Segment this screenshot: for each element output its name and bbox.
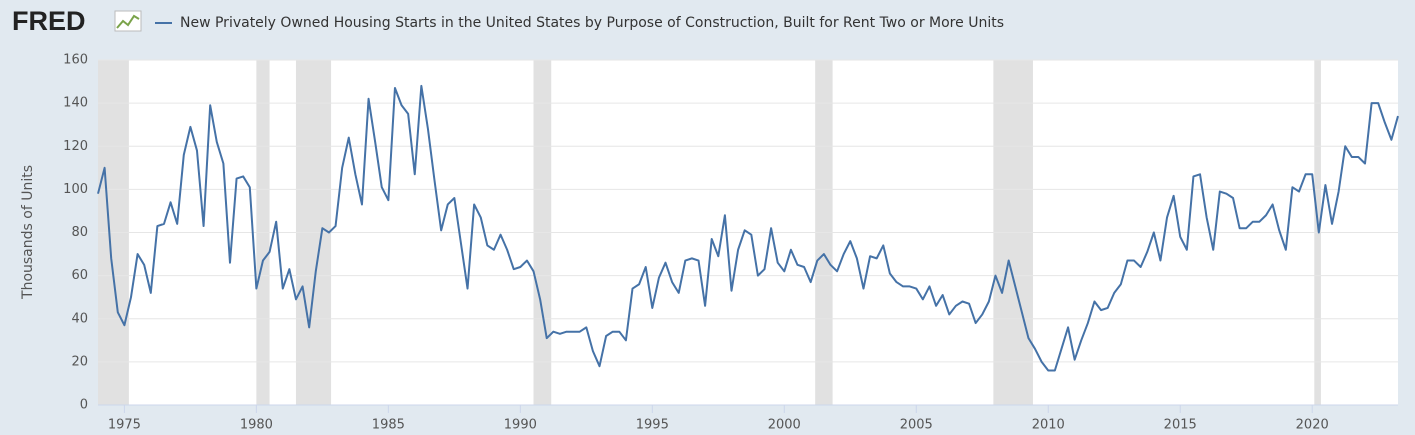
- x-tick-label: 2015: [1164, 418, 1197, 433]
- x-tick-label: 1990: [504, 418, 537, 433]
- y-tick-label: 140: [63, 96, 88, 111]
- y-tick-label: 20: [71, 354, 88, 369]
- series-line: [97, 84, 1399, 372]
- x-tick-label: 1985: [372, 418, 405, 433]
- y-tick-label: 0: [80, 398, 88, 413]
- x-tick-label: 2020: [1296, 418, 1329, 433]
- x-tick-label: 2005: [900, 418, 933, 433]
- x-tick-label: 1975: [108, 418, 141, 433]
- legend-label: New Privately Owned Housing Starts in th…: [180, 15, 1004, 31]
- y-tick-label: 100: [63, 182, 88, 197]
- y-axis-label: Thousands of Units: [20, 165, 36, 300]
- y-tick-label: 40: [71, 311, 88, 326]
- y-tick-label: 60: [71, 268, 88, 283]
- x-tick-label: 2000: [768, 418, 801, 433]
- brand-logo: FRED: [12, 6, 86, 36]
- y-tick-label: 120: [63, 139, 88, 154]
- x-tick-label: 1980: [240, 418, 273, 433]
- y-tick-label: 160: [63, 53, 88, 68]
- x-tick-label: 1995: [636, 418, 669, 433]
- y-tick-label: 80: [71, 225, 88, 240]
- x-tick-label: 2010: [1032, 418, 1065, 433]
- logo-icon: [114, 10, 142, 32]
